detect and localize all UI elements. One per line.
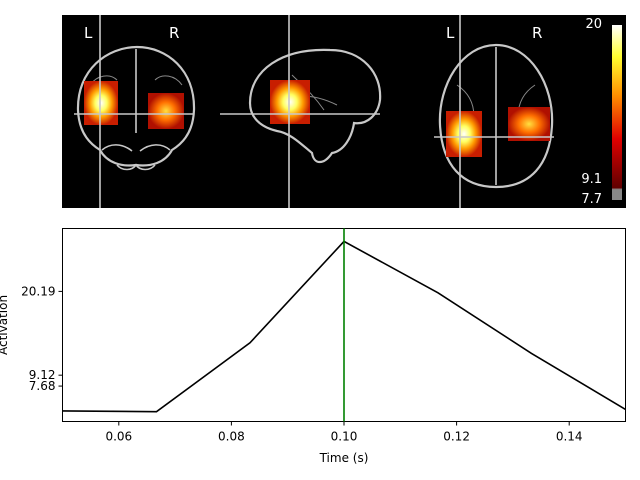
y-tick-label: 20.19 <box>21 284 55 298</box>
sagittal-blob <box>270 80 310 124</box>
y-tick-label: 9.12 <box>29 368 56 382</box>
x-tick-label: 0.12 <box>443 430 470 444</box>
y-tick-label: 7.68 <box>29 379 56 393</box>
axial-blob-left <box>446 111 482 157</box>
axial-blob-right <box>508 107 550 141</box>
x-tick-label: 0.06 <box>105 430 132 444</box>
coronal-blob-left <box>84 81 118 125</box>
x-tick-label: 0.14 <box>556 430 583 444</box>
x-axis: 0.06 0.08 0.10 0.12 0.14 <box>105 421 583 444</box>
colorbar-min-label: 7.7 <box>581 192 602 207</box>
colorbar-threshold-label: 9.1 <box>581 172 602 187</box>
glass-brain-panel: L R L R 20 9.1 7.7 <box>62 15 626 208</box>
x-axis-label: Time (s) <box>319 451 369 465</box>
axial-right-label: R <box>532 24 543 42</box>
y-axis-label: Activation <box>0 295 10 355</box>
x-tick-label: 0.10 <box>331 430 358 444</box>
axial-left-label: L <box>446 24 455 42</box>
colorbar-max-label: 20 <box>585 17 602 32</box>
coronal-blob-right <box>148 93 184 129</box>
colorbar <box>612 25 622 200</box>
x-tick-label: 0.08 <box>218 430 245 444</box>
coronal-left-label: L <box>84 24 93 42</box>
coronal-right-label: R <box>169 24 180 42</box>
y-axis: 7.689.12 20.19 <box>21 284 63 393</box>
coronal-view <box>76 45 196 171</box>
glass-brain-views <box>74 15 554 208</box>
